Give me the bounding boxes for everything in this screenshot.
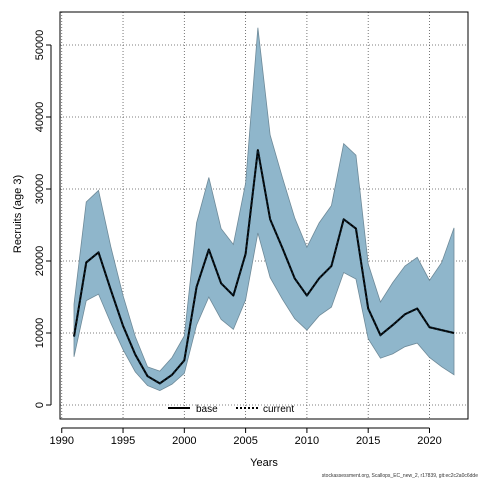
confidence-band bbox=[73, 27, 455, 392]
y-tick-label-50000: 50000 bbox=[34, 30, 46, 61]
x-tick-label-2020: 2020 bbox=[417, 435, 441, 447]
footer-source-text: stockassessment.org, Scallops_EC_new_2, … bbox=[322, 473, 478, 479]
x-tick-label-2010: 2010 bbox=[295, 435, 319, 447]
x-tick-label-1990: 1990 bbox=[49, 435, 73, 447]
x-tick-label-2015: 2015 bbox=[356, 435, 380, 447]
x-axis-title: Years bbox=[250, 457, 278, 469]
y-tick-label-30000: 30000 bbox=[34, 174, 46, 205]
y-tick-label-0: 0 bbox=[34, 402, 46, 408]
x-axis: 1990 1995 2000 2005 2010 2015 2020 bbox=[49, 427, 442, 447]
series-line-current bbox=[73, 149, 455, 385]
y-axis-title: Recruits (age 3) bbox=[12, 175, 24, 253]
x-tick-label-2000: 2000 bbox=[172, 435, 196, 447]
confidence-band-area bbox=[73, 27, 455, 392]
x-tick-label-2005: 2005 bbox=[233, 435, 257, 447]
y-tick-label-10000: 10000 bbox=[34, 318, 46, 349]
legend: base current bbox=[168, 404, 294, 415]
legend-label-base: base bbox=[196, 404, 218, 415]
y-tick-label-20000: 20000 bbox=[34, 246, 46, 277]
legend-label-current: current bbox=[263, 404, 294, 415]
x-tick-label-1995: 1995 bbox=[111, 435, 135, 447]
plot-frame bbox=[59, 11, 469, 420]
series-lines bbox=[73, 149, 455, 385]
y-axis: 0 10000 20000 30000 40000 50000 bbox=[34, 30, 52, 408]
y-tick-label-40000: 40000 bbox=[34, 102, 46, 133]
